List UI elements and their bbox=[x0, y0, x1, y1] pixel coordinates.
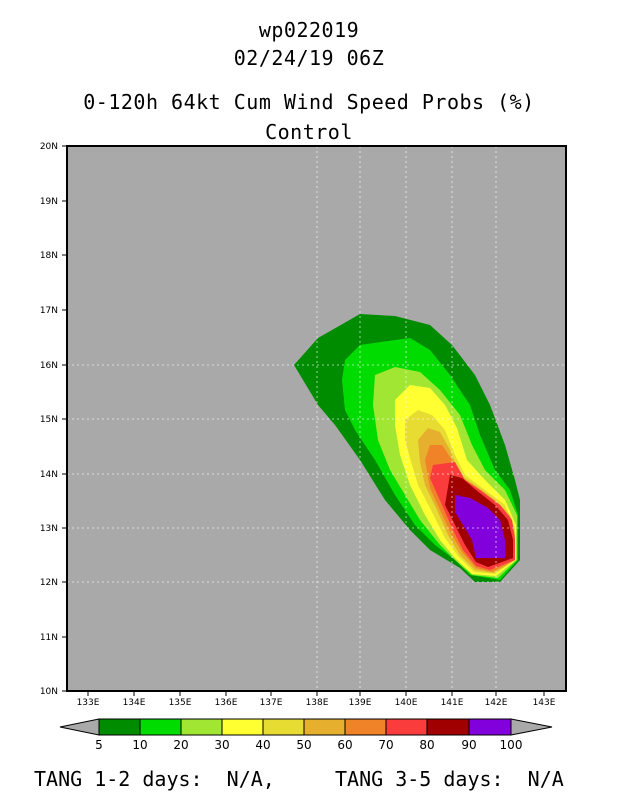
colorbar-swatch-20-30 bbox=[180, 718, 223, 736]
lat-label: 16N bbox=[40, 361, 58, 371]
colorbar-left-arrow bbox=[59, 718, 100, 736]
lon-label: 138E bbox=[306, 698, 329, 708]
lon-label: 137E bbox=[260, 698, 283, 708]
colorbar-swatch-60-70 bbox=[344, 718, 387, 736]
colorbar-swatch-40-50 bbox=[262, 718, 305, 736]
lon-label: 142E bbox=[485, 698, 508, 708]
colorbar-swatch-70-80 bbox=[385, 718, 428, 736]
lon-label: 140E bbox=[395, 698, 418, 708]
colorbar-label: 50 bbox=[296, 738, 311, 752]
colorbar-labels: 5 10 20 30 40 50 60 70 80 90 100 bbox=[95, 738, 522, 752]
lon-label: 135E bbox=[169, 698, 192, 708]
tang-3-5-days-text: TANG 3-5 days: N/A bbox=[335, 767, 564, 791]
lat-label: 19N bbox=[40, 197, 58, 207]
lon-label: 133E bbox=[77, 698, 100, 708]
run-title: Control bbox=[265, 120, 353, 144]
colorbar-label: 10 bbox=[132, 738, 147, 752]
lat-label: 12N bbox=[40, 578, 58, 588]
lon-label: 139E bbox=[349, 698, 372, 708]
lon-label: 141E bbox=[441, 698, 464, 708]
lat-label: 20N bbox=[40, 142, 58, 152]
colorbar-swatch-10-20 bbox=[139, 718, 182, 736]
colorbar-swatch-30-40 bbox=[221, 718, 264, 736]
lat-label: 13N bbox=[40, 524, 58, 534]
lon-label: 136E bbox=[215, 698, 238, 708]
colorbar-swatch-5-10 bbox=[98, 718, 141, 736]
graticule bbox=[67, 146, 566, 691]
probability-contours bbox=[294, 314, 520, 582]
lat-ticks bbox=[62, 145, 67, 692]
lon-labels: 133E 134E 135E 136E 137E 138E 139E 140E … bbox=[77, 698, 556, 708]
lat-label: 18N bbox=[40, 251, 58, 261]
lon-ticks bbox=[87, 691, 545, 696]
lat-labels: 20N 19N 18N 17N 16N 15N 14N 13N 12N 11N … bbox=[40, 142, 58, 697]
colorbar-label: 90 bbox=[461, 738, 476, 752]
colorbar-label: 20 bbox=[173, 738, 188, 752]
colorbar bbox=[59, 718, 553, 736]
colorbar-label: 60 bbox=[337, 738, 352, 752]
colorbar-swatch-90-100 bbox=[468, 718, 512, 736]
tang-1-2-days-text: TANG 1-2 days: N/A, bbox=[34, 767, 275, 791]
colorbar-label: 30 bbox=[214, 738, 229, 752]
colorbar-swatch-80-90 bbox=[426, 718, 470, 736]
contour-90 bbox=[455, 495, 505, 558]
datetime-title: 02/24/19 06Z bbox=[233, 46, 385, 70]
product-title: 0-120h 64kt Cum Wind Speed Probs (%) bbox=[83, 90, 535, 114]
lon-label: 134E bbox=[123, 698, 146, 708]
lat-label: 15N bbox=[40, 415, 58, 425]
colorbar-right-arrow bbox=[510, 718, 553, 736]
colorbar-swatch-50-60 bbox=[303, 718, 346, 736]
lon-label: 143E bbox=[533, 698, 556, 708]
lat-label: 10N bbox=[40, 687, 58, 697]
lat-label: 14N bbox=[40, 470, 58, 480]
colorbar-label: 40 bbox=[255, 738, 270, 752]
storm-id-title: wp022019 bbox=[258, 18, 360, 42]
colorbar-label: 70 bbox=[378, 738, 393, 752]
colorbar-label: 80 bbox=[419, 738, 434, 752]
colorbar-label: 5 bbox=[95, 738, 103, 752]
colorbar-label: 100 bbox=[500, 738, 523, 752]
lat-label: 17N bbox=[40, 306, 58, 316]
lat-label: 11N bbox=[40, 633, 58, 643]
